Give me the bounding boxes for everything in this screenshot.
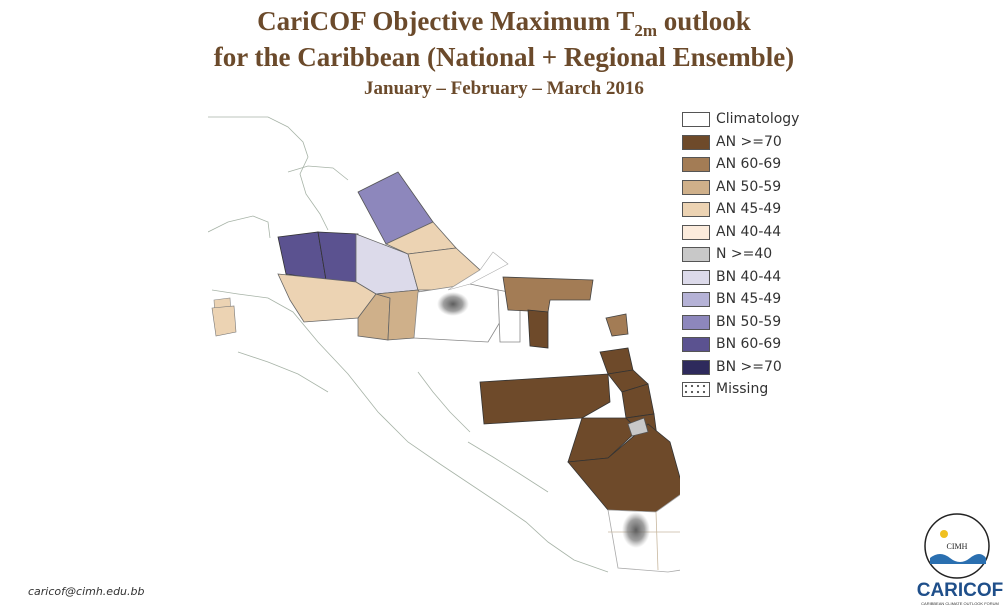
legend-swatch bbox=[682, 157, 710, 172]
region-virgin-islands bbox=[502, 276, 594, 313]
map-title-line1: CariCOF Objective Maximum T2m outlook bbox=[0, 6, 1008, 41]
legend-swatch bbox=[682, 337, 710, 352]
caribbean-outlook-map bbox=[208, 116, 680, 573]
legend-swatch bbox=[682, 179, 710, 195]
legend-label: AN 50-59 bbox=[716, 178, 782, 195]
legend-item-an-45: AN 45-49 bbox=[678, 200, 838, 223]
logo-badge-text: CIMH bbox=[947, 542, 968, 551]
legend-swatch bbox=[682, 112, 710, 127]
region-windward-a bbox=[599, 347, 634, 375]
legend-label: Climatology bbox=[716, 111, 800, 127]
region-belize bbox=[211, 305, 237, 337]
legend-swatch bbox=[682, 247, 710, 262]
legend-item-bn-45: BN 45-49 bbox=[678, 290, 838, 313]
title-pre: CariCOF Objective Maximum T bbox=[257, 6, 635, 36]
legend-swatch bbox=[682, 359, 710, 375]
legend-label: N >=40 bbox=[716, 246, 773, 262]
legend-item-bn-60: BN 60-69 bbox=[678, 335, 838, 358]
legend-swatch bbox=[682, 202, 710, 217]
legend-label: BN 45-49 bbox=[716, 291, 782, 307]
map-title-line2: for the Caribbean (National + Regional E… bbox=[213, 42, 795, 72]
legend-swatch bbox=[682, 292, 710, 307]
legend-swatch bbox=[682, 224, 710, 240]
legend-swatch-dots bbox=[682, 382, 710, 397]
legend-item-an-70: AN >=70 bbox=[678, 133, 838, 156]
wave-icon bbox=[930, 554, 986, 564]
legend-item-bn-50: BN 50-59 bbox=[678, 313, 838, 336]
region-east-atlantic bbox=[447, 251, 509, 291]
logo-tagline: CARIBBEAN CLIMATE OUTLOOK FORUM bbox=[921, 601, 999, 606]
region-leeward bbox=[605, 313, 629, 337]
map-subtitle: January – February – March 2016 bbox=[364, 78, 644, 99]
sun-icon bbox=[940, 530, 948, 538]
legend-item-an-60: AN 60-69 bbox=[678, 155, 838, 178]
legend-item-an-40: AN 40-44 bbox=[678, 223, 838, 246]
legend-item-missing: Missing bbox=[678, 380, 838, 403]
region-antigua bbox=[527, 309, 549, 349]
logo-word: CARICOF bbox=[917, 580, 1004, 601]
legend-item-climatology: Climatology bbox=[678, 110, 838, 133]
legend-label: BN 40-44 bbox=[716, 268, 782, 285]
legend-label: Missing bbox=[716, 381, 769, 397]
region-caribbean-sea bbox=[479, 373, 611, 425]
legend-swatch bbox=[682, 134, 710, 150]
legend-label: BN >=70 bbox=[716, 358, 782, 375]
coastlines bbox=[208, 116, 609, 573]
legend-swatch bbox=[682, 314, 710, 330]
legend-swatch bbox=[682, 269, 710, 285]
region-grenada bbox=[627, 417, 649, 437]
caricof-logo: CIMH CARICOF CARIBBEAN CLIMATE OUTLOOK F… bbox=[917, 513, 1004, 606]
map-legend: Climatology AN >=70 AN 60-69 AN 50-59 AN… bbox=[678, 110, 838, 403]
legend-item-bn-40: BN 40-44 bbox=[678, 268, 838, 291]
legend-item-bn-70: BN >=70 bbox=[678, 358, 838, 381]
title-post: outlook bbox=[657, 6, 751, 36]
legend-label: AN 60-69 bbox=[716, 156, 782, 172]
legend-label: BN 50-59 bbox=[716, 313, 782, 330]
n40-blob-1 bbox=[437, 292, 469, 316]
legend-item-n-40: N >=40 bbox=[678, 245, 838, 268]
contact-email: caricof@cimh.edu.bb bbox=[28, 585, 145, 598]
legend-label: BN 60-69 bbox=[716, 336, 782, 352]
legend-item-an-50: AN 50-59 bbox=[678, 178, 838, 201]
title-subscript: 2m bbox=[634, 21, 658, 40]
n40-blob-3 bbox=[622, 512, 650, 548]
legend-label: AN 40-44 bbox=[716, 223, 782, 240]
region-abc-islands bbox=[567, 417, 639, 463]
legend-label: AN 45-49 bbox=[716, 201, 782, 217]
legend-label: AN >=70 bbox=[716, 133, 782, 150]
